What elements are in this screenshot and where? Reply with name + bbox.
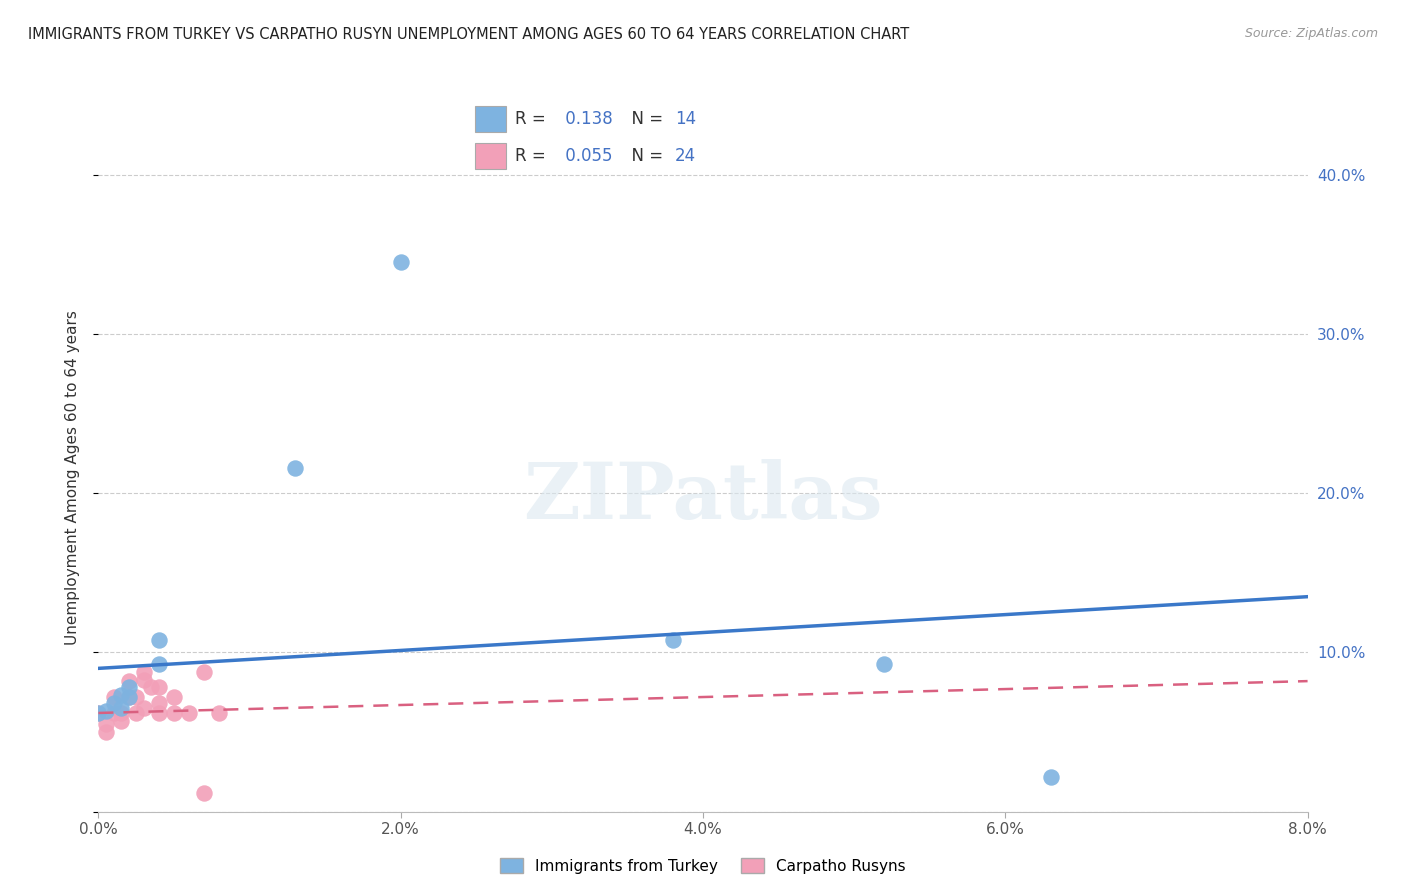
Point [94,725,117,739]
Y-axis label: Unemployment Among Ages 60 to 64 years: Unemployment Among Ages 60 to 64 years [65,310,80,645]
Point [148,632,170,647]
Text: R =: R = [515,147,551,165]
Point [662,632,685,647]
Point [125,706,148,720]
Text: 24: 24 [675,147,696,165]
Point [110,689,132,703]
Text: N =: N = [621,147,669,165]
Point [103,697,125,711]
Point [94,717,117,731]
Point [179,706,201,720]
Point [389,255,412,269]
Point [163,706,186,720]
Point [87,706,110,720]
Point [148,706,170,720]
Point [132,673,155,687]
Point [873,657,896,671]
Text: ZIPatlas: ZIPatlas [523,459,883,535]
Point [193,786,215,800]
Point [132,665,155,679]
Point [110,706,132,720]
Point [148,681,170,695]
Legend: Immigrants from Turkey, Carpatho Rusyns: Immigrants from Turkey, Carpatho Rusyns [494,852,912,880]
Point [110,714,132,728]
Bar [475,143,506,169]
Point [163,690,186,704]
Point [284,460,307,475]
Point [110,701,132,715]
Point [94,705,117,719]
Text: 14: 14 [675,110,696,128]
Text: R =: R = [515,110,551,128]
Point [118,674,141,689]
Bar [475,106,506,132]
Point [193,665,215,679]
Text: IMMIGRANTS FROM TURKEY VS CARPATHO RUSYN UNEMPLOYMENT AMONG AGES 60 TO 64 YEARS : IMMIGRANTS FROM TURKEY VS CARPATHO RUSYN… [28,27,910,42]
Point [1039,770,1062,784]
Text: N =: N = [621,110,669,128]
Point [87,706,110,720]
Point [125,690,148,704]
Point [118,690,141,704]
Text: 0.055: 0.055 [560,147,612,165]
Text: 0.138: 0.138 [560,110,613,128]
Point [148,657,170,671]
Point [141,681,163,695]
Point [148,697,170,711]
Point [208,706,231,720]
Text: Source: ZipAtlas.com: Source: ZipAtlas.com [1244,27,1378,40]
Point [132,701,155,715]
Point [118,681,141,695]
Point [103,690,125,704]
Point [118,690,141,704]
Point [103,706,125,720]
